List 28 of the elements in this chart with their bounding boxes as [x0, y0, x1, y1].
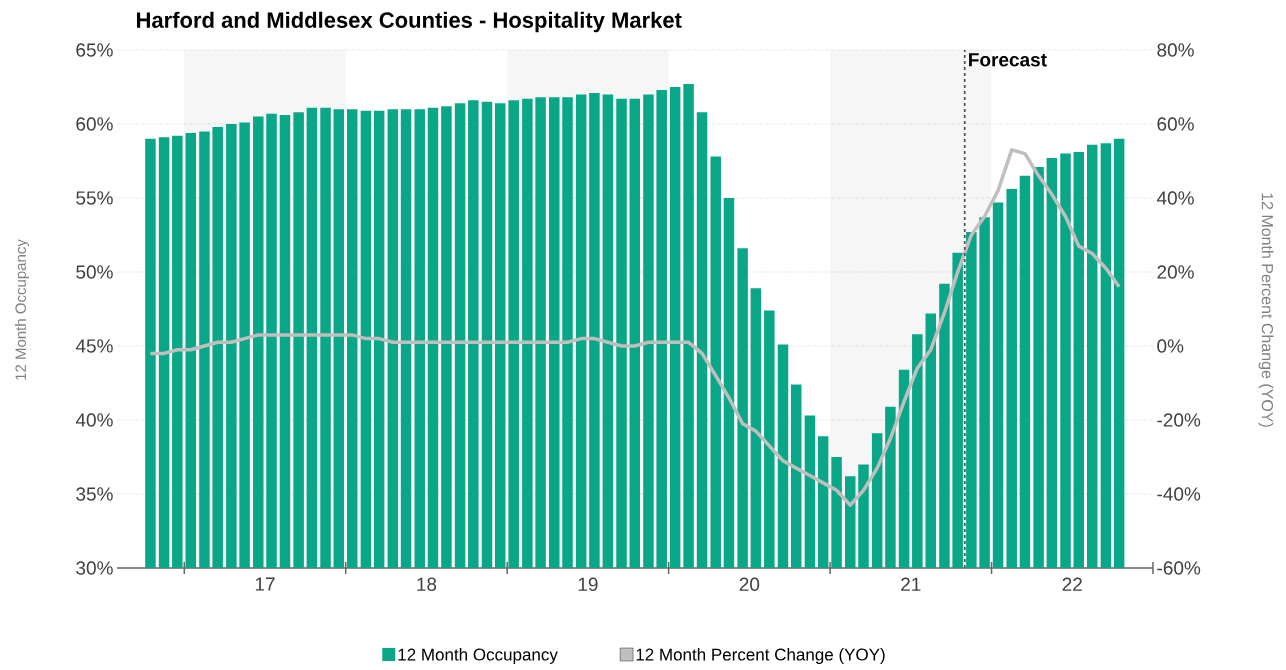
- x-tick-label: 19: [578, 577, 598, 591]
- y-tick-label: 45%: [75, 339, 113, 353]
- y2-axis-title: 12 Month Percent Change (YOY): [1258, 193, 1274, 427]
- legend-label: 12 Month Occupancy: [398, 648, 558, 664]
- y-tick-label: 40%: [75, 413, 113, 427]
- x-tick-label: 22: [1062, 577, 1082, 591]
- y2-tick-label: 80%: [1157, 43, 1194, 57]
- y2-tick-label: -40%: [1157, 487, 1201, 501]
- y2-tick-label: 0%: [1157, 339, 1184, 353]
- x-tick-label: 20: [739, 577, 760, 591]
- y2-tick-label: -20%: [1157, 413, 1201, 427]
- x-tick-label: 18: [417, 577, 437, 591]
- y-tick-label: 50%: [76, 265, 113, 279]
- x-tick-label: 21: [901, 577, 921, 591]
- y-axis-title: 12 Month Occupancy: [15, 239, 29, 380]
- ref-line-label: Forecast: [969, 53, 1047, 67]
- y2-tick-label: 20%: [1157, 265, 1194, 279]
- legend-label: 12 Month Percent Change (YOY): [636, 648, 885, 664]
- y-tick-label: 30%: [76, 561, 113, 575]
- y-tick-label: 65%: [76, 43, 113, 57]
- y2-tick-label: -60%: [1157, 561, 1201, 575]
- y2-tick-label: 40%: [1156, 191, 1194, 205]
- x-tick-label: 17: [255, 577, 275, 591]
- y-tick-label: 60%: [76, 117, 113, 131]
- y-tick-label: 35%: [76, 487, 113, 501]
- chart-title: Harford and Middlesex Counties - Hospitality Market: [137, 11, 682, 33]
- y-tick-label: 55%: [76, 191, 113, 205]
- y2-tick-label: 60%: [1157, 117, 1194, 131]
